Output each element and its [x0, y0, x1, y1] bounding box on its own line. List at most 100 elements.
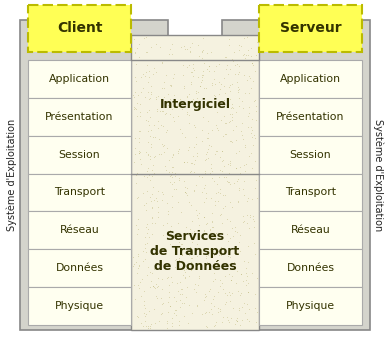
Point	[131, 262, 137, 267]
Point	[131, 75, 138, 80]
Point	[247, 212, 254, 217]
Point	[144, 117, 150, 122]
Point	[230, 234, 236, 239]
Point	[211, 253, 217, 258]
Point	[245, 260, 251, 265]
Point	[152, 154, 158, 159]
Point	[183, 224, 189, 229]
Point	[200, 185, 207, 190]
Text: Présentation: Présentation	[276, 112, 345, 122]
Point	[202, 157, 208, 163]
Point	[194, 89, 200, 95]
Point	[249, 165, 255, 170]
Point	[134, 313, 140, 319]
Point	[246, 225, 252, 230]
Point	[148, 278, 154, 284]
Point	[215, 305, 222, 310]
Point	[140, 299, 147, 304]
Point	[182, 269, 188, 274]
Point	[186, 252, 193, 258]
Point	[147, 156, 153, 161]
Point	[184, 110, 191, 115]
Point	[135, 252, 141, 257]
Point	[238, 128, 244, 133]
Point	[181, 274, 188, 279]
Point	[229, 101, 235, 107]
Point	[191, 187, 197, 193]
Point	[169, 321, 176, 326]
Text: Serveur: Serveur	[280, 21, 341, 36]
Point	[147, 285, 153, 290]
Point	[216, 154, 223, 160]
Point	[138, 161, 144, 167]
Point	[238, 271, 245, 277]
Point	[163, 145, 170, 150]
Point	[144, 128, 151, 134]
Point	[237, 170, 243, 176]
Point	[149, 270, 155, 276]
Point	[211, 202, 218, 208]
Point	[211, 92, 217, 98]
Point	[222, 131, 228, 136]
Point	[144, 188, 150, 194]
Point	[244, 77, 250, 82]
Point	[133, 223, 139, 228]
Point	[209, 218, 215, 224]
Point	[204, 220, 210, 226]
Point	[220, 314, 226, 319]
Point	[243, 52, 249, 58]
Point	[208, 162, 214, 167]
Point	[140, 190, 146, 196]
Point	[151, 122, 158, 128]
Bar	[259, 136, 362, 174]
Point	[191, 287, 197, 292]
Point	[167, 46, 174, 51]
Point	[203, 190, 209, 195]
Point	[211, 293, 217, 299]
Point	[142, 73, 149, 78]
Point	[241, 72, 247, 77]
Point	[197, 83, 203, 89]
Point	[143, 323, 149, 328]
Point	[147, 153, 153, 158]
Point	[199, 72, 205, 78]
Point	[248, 46, 255, 51]
Point	[136, 41, 142, 47]
Point	[235, 199, 241, 204]
Point	[145, 89, 152, 94]
Point	[242, 310, 248, 316]
Point	[232, 224, 238, 229]
Point	[143, 50, 149, 55]
Point	[227, 293, 233, 298]
Point	[154, 108, 160, 114]
Point	[140, 71, 146, 76]
Point	[138, 74, 144, 80]
Point	[209, 169, 215, 174]
Point	[218, 244, 224, 250]
Point	[213, 122, 220, 128]
Point	[145, 151, 151, 157]
Point	[251, 218, 257, 223]
Point	[156, 318, 162, 324]
Point	[151, 171, 157, 176]
Point	[145, 139, 151, 145]
Point	[165, 208, 171, 214]
Point	[234, 315, 240, 321]
Point	[179, 287, 185, 292]
Point	[186, 200, 192, 205]
Point	[180, 72, 186, 78]
Point	[215, 248, 221, 254]
Point	[219, 158, 225, 164]
Point	[194, 212, 200, 217]
Point	[199, 49, 205, 54]
Point	[163, 72, 169, 77]
Point	[218, 81, 224, 87]
Point	[219, 148, 225, 154]
Point	[227, 277, 234, 283]
Point	[213, 230, 219, 236]
Point	[234, 268, 240, 273]
Point	[227, 106, 234, 111]
Point	[142, 241, 148, 246]
Point	[179, 100, 185, 105]
Point	[235, 71, 241, 77]
